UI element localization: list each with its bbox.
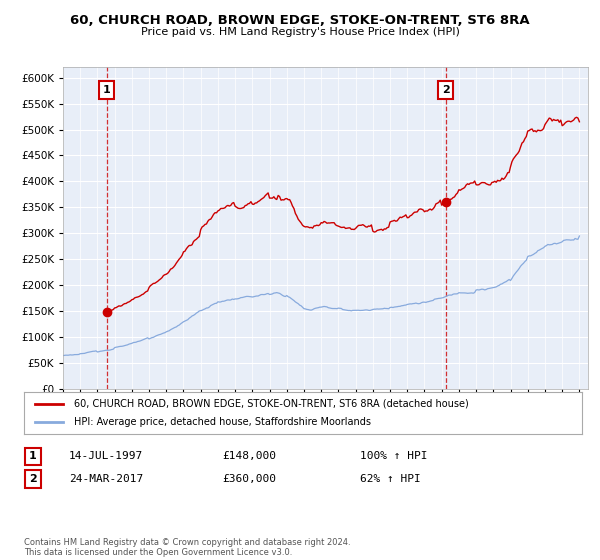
Text: 60, CHURCH ROAD, BROWN EDGE, STOKE-ON-TRENT, ST6 8RA: 60, CHURCH ROAD, BROWN EDGE, STOKE-ON-TR… <box>70 14 530 27</box>
Text: Price paid vs. HM Land Registry's House Price Index (HPI): Price paid vs. HM Land Registry's House … <box>140 27 460 37</box>
Text: 24-MAR-2017: 24-MAR-2017 <box>69 474 143 484</box>
Text: 2: 2 <box>442 85 449 95</box>
Text: 2: 2 <box>29 474 37 484</box>
Text: 60, CHURCH ROAD, BROWN EDGE, STOKE-ON-TRENT, ST6 8RA (detached house): 60, CHURCH ROAD, BROWN EDGE, STOKE-ON-TR… <box>74 399 469 409</box>
Text: HPI: Average price, detached house, Staffordshire Moorlands: HPI: Average price, detached house, Staf… <box>74 417 371 427</box>
Text: £148,000: £148,000 <box>222 451 276 461</box>
Text: 14-JUL-1997: 14-JUL-1997 <box>69 451 143 461</box>
Text: 62% ↑ HPI: 62% ↑ HPI <box>360 474 421 484</box>
Text: 100% ↑ HPI: 100% ↑ HPI <box>360 451 427 461</box>
Text: 1: 1 <box>29 451 37 461</box>
Text: Contains HM Land Registry data © Crown copyright and database right 2024.
This d: Contains HM Land Registry data © Crown c… <box>24 538 350 557</box>
Text: 1: 1 <box>103 85 110 95</box>
Text: £360,000: £360,000 <box>222 474 276 484</box>
